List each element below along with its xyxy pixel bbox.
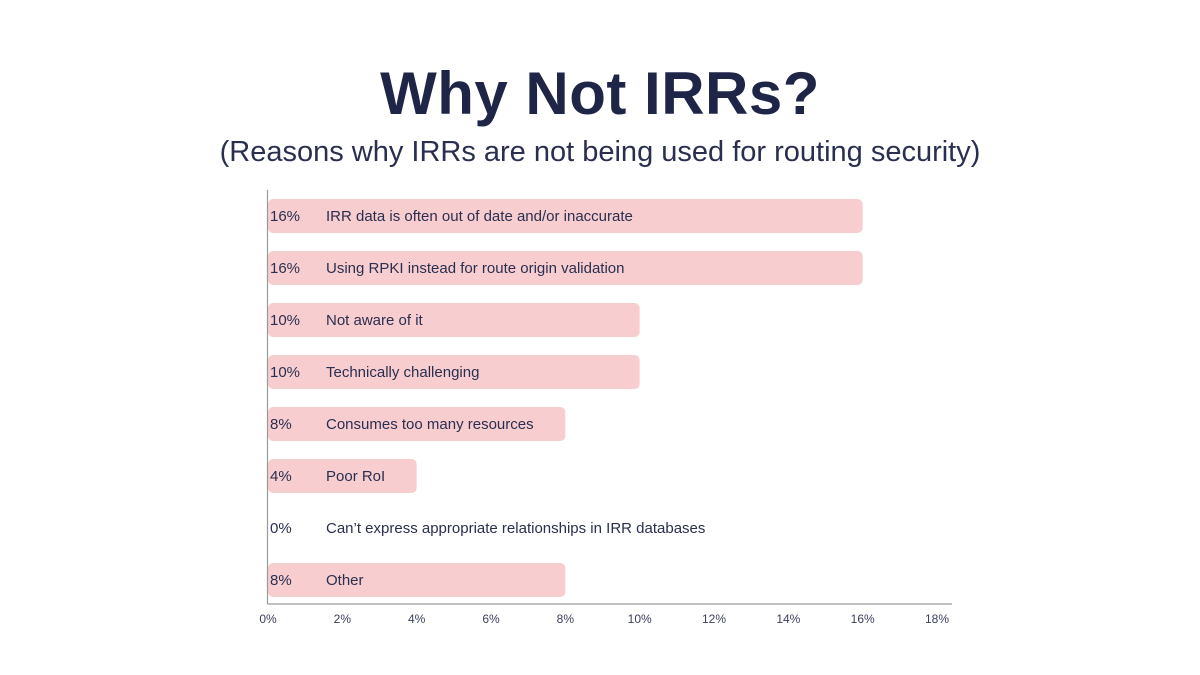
bar-1 [268, 251, 863, 285]
category-label-5: Poor RoI [326, 468, 385, 485]
x-tick-label-1: 2% [334, 612, 352, 626]
bar-value-label-7: 8% [270, 572, 292, 589]
x-tick-label-8: 16% [851, 612, 875, 626]
x-tick-label-5: 10% [628, 612, 652, 626]
bar-value-label-5: 4% [270, 468, 292, 485]
bar-value-label-1: 16% [270, 260, 300, 277]
bar-0 [268, 199, 863, 233]
category-label-7: Other [326, 572, 364, 589]
bar-7 [268, 563, 566, 597]
bar-value-label-2: 10% [270, 312, 300, 329]
bar-3 [268, 355, 640, 389]
x-tick-label-0: 0% [259, 612, 277, 626]
category-label-3: Technically challenging [326, 364, 479, 381]
chart-subtitle: (Reasons why IRRs are not being used for… [219, 136, 981, 168]
bars-group [268, 199, 863, 597]
x-tick-label-9: 18% [925, 612, 949, 626]
labels-group: 16% IRR data is often out of date and/or … [270, 208, 705, 589]
x-tick-label-2: 4% [408, 612, 426, 626]
bar-value-label-6: 0% [270, 520, 292, 537]
category-label-4: Consumes too many resources [326, 416, 534, 433]
category-label-2: Not aware of it [326, 312, 424, 329]
bar-value-label-0: 16% [270, 208, 300, 225]
axes-group: 0% 2% 4% 6% 8% 10% 12% 14% 16% 18% [259, 190, 952, 626]
category-label-0: IRR data is often out of date and/or ina… [326, 208, 633, 225]
bar-value-label-4: 8% [270, 416, 292, 433]
bar-4 [268, 407, 566, 441]
x-tick-label-6: 12% [702, 612, 726, 626]
bar-2 [268, 303, 640, 337]
bar-value-label-3: 10% [270, 364, 300, 381]
x-tick-label-3: 6% [482, 612, 500, 626]
chart-title: Why Not IRRs? [380, 60, 820, 127]
category-label-6: Can’t express appropriate relationships … [326, 520, 705, 537]
bar-5 [268, 459, 417, 493]
x-tick-label-7: 14% [776, 612, 800, 626]
x-tick-label-4: 8% [557, 612, 575, 626]
category-label-1: Using RPKI instead for route origin vali… [326, 260, 625, 277]
